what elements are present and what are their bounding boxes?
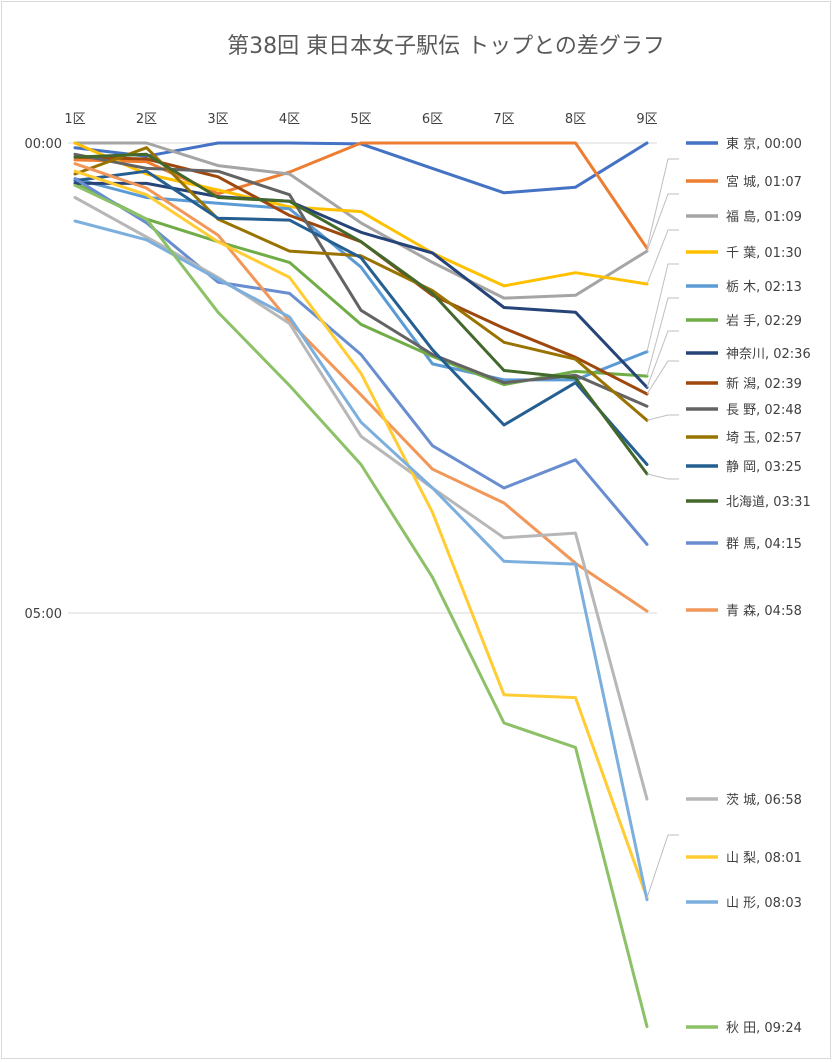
series-line: [73, 169, 649, 900]
legend-label: 群 馬, 04:15: [726, 537, 802, 552]
legend-leader-line: [646, 834, 679, 898]
legend-label: 宮 城, 01:07: [726, 174, 802, 190]
legend-label: 山 形, 08:03: [726, 896, 802, 911]
legend-label: 長 野, 02:48: [726, 403, 802, 418]
x-tick-label: 9区: [636, 112, 657, 127]
legend-label: 神奈川, 02:36: [726, 347, 811, 362]
legend: 東 京, 00:00 宮 城, 01:07 福 島, 01:09 千 葉, 01:30…: [646, 136, 811, 1036]
legend-label: 栃 木, 02:13: [726, 280, 802, 295]
legend-label: 北海道, 03:31: [726, 495, 811, 510]
x-tick-label: 7区: [493, 112, 514, 127]
x-tick-label: 1区: [64, 112, 85, 127]
legend-leader-line: [646, 473, 679, 480]
series-line: [73, 141, 649, 288]
legend-label: 千 葉, 01:30: [726, 246, 802, 261]
chart-title: 第38回 東日本女子駅伝 トップとの差グラフ: [227, 34, 665, 59]
x-tick-label: 6区: [422, 112, 443, 127]
series-line: [73, 141, 649, 300]
series-lines: [73, 141, 649, 1029]
y-tick-label: 00:00: [25, 137, 62, 152]
legend-label: 岩 手, 02:29: [726, 314, 802, 329]
legend-leader-line: [646, 158, 679, 249]
legend-label: 新 潟, 02:39: [726, 376, 802, 392]
legend-leader-line: [646, 193, 679, 252]
legend-label: 埼 玉, 02:57: [726, 431, 802, 446]
x-tick-label: 5区: [350, 112, 371, 127]
x-tick-label: 2区: [136, 112, 157, 127]
legend-label: 山 梨, 08:01: [726, 851, 802, 866]
legend-leader-line: [646, 330, 679, 388]
series-line: [73, 183, 649, 1029]
x-tick-label: 3区: [207, 112, 228, 127]
legend-label: 茨 城, 06:58: [726, 793, 802, 808]
legend-label: 東 京, 00:00: [726, 136, 802, 152]
series-line: [73, 146, 649, 422]
legend-leader-line: [646, 229, 679, 285]
legend-leader-line: [646, 297, 679, 377]
y-axis-ticks: 00:00 05:00: [25, 137, 62, 622]
series-line: [73, 152, 649, 476]
y-tick-label: 05:00: [25, 607, 62, 622]
legend-label: 静 岡, 03:25: [726, 460, 802, 475]
legend-label: 福 島, 01:09: [726, 210, 802, 225]
series-line: [73, 162, 649, 613]
x-tick-label: 8区: [565, 112, 586, 127]
series-line: [73, 169, 649, 466]
series-line: [73, 177, 649, 382]
legend-leader-line: [646, 263, 679, 352]
x-tick-label: 4区: [279, 112, 300, 127]
legend-leader-line: [646, 414, 679, 421]
legend-leader-line: [646, 360, 679, 395]
series-line: [73, 219, 649, 902]
legend-label: 秋 田, 09:24: [726, 1021, 802, 1036]
legend-label: 青 森, 04:58: [726, 604, 802, 619]
series-line: [73, 177, 649, 546]
x-axis-ticks: 1区 2区 3区 4区 5区 6区 7区 8区 9区: [64, 112, 657, 127]
